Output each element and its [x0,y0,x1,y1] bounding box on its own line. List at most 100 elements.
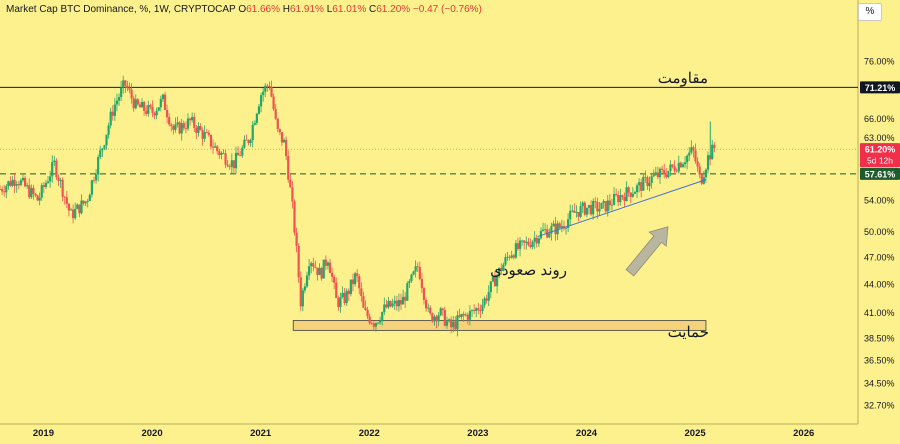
candle-down [291,187,294,202]
candle-down [224,153,227,165]
candle-up [303,286,307,291]
candle-up [518,240,522,249]
candle-down [17,184,20,186]
candle-up [525,241,528,243]
candle-up [610,204,614,206]
candle-up [552,223,555,227]
dashed-level-badge: 57.61% [865,169,896,179]
candle-up [191,116,194,121]
candle-up [427,307,430,309]
candle-down [13,179,16,186]
candle-down [443,309,446,326]
candle-up [103,145,106,149]
candle-down [216,146,219,152]
high-value: 61.91% [290,4,324,15]
candle-down [479,310,482,312]
candle-down [247,140,250,143]
candle-down [184,128,187,130]
candle-down [416,266,419,268]
high-label: H [282,4,291,15]
candle-up [161,94,165,100]
candle-down [32,187,35,194]
candle-up [495,275,499,287]
candle-down [151,106,154,113]
candle-down [132,98,135,109]
candle-up [383,304,386,313]
candle-up [147,105,150,114]
candle-up [259,95,263,107]
candle-up [550,226,553,234]
percent-scale-button[interactable]: % [858,3,882,21]
candle-up [257,106,261,114]
candle-up [80,200,83,214]
candle-up [19,180,22,186]
candle-down [182,123,185,129]
candle-up [115,100,119,105]
candle-down [673,166,676,171]
candle-down [295,232,298,246]
candle-down [207,132,210,135]
candle-up [460,313,463,318]
candle-up [544,229,547,231]
candle-up [406,283,409,301]
candle-down [136,99,139,105]
candle-up [669,164,672,172]
candle-up [7,181,10,187]
y-tick-label: 47.00% [864,252,895,262]
candle-down [399,300,403,305]
candle-down [358,276,361,289]
candle-up [5,186,8,193]
change-value: −0.47 (−0.76%) [412,4,482,15]
candle-up [470,310,474,311]
candle-up [635,185,639,193]
candle-down [239,155,242,157]
candle-up [642,176,645,191]
candle-up [379,320,382,323]
candle-down [523,240,526,243]
candle-down [368,316,371,324]
candle-down [0,189,4,192]
candle-down [34,193,37,196]
candle-down [558,223,561,228]
candle-up [560,226,563,228]
y-tick-label: 63.00% [864,133,895,143]
candle-down [287,156,290,180]
candle-down [623,196,626,202]
uptrend-label: روند صعودی [490,262,567,279]
candle-up [600,202,603,209]
close-label: C [369,4,377,15]
candle-up [654,172,657,175]
candle-down [627,187,630,193]
candle-down [422,288,426,300]
candle-down [621,195,624,197]
x-tick-label: 2022 [359,428,380,439]
candle-down [92,180,96,182]
candle-down [493,276,497,287]
candle-up [44,182,48,187]
candle-up [345,290,348,303]
candle-up [487,292,490,301]
candle-down [385,304,388,308]
candle-down [577,211,580,217]
candle-up [84,201,87,204]
candle-down [272,96,275,110]
candle-up [51,161,54,177]
dashed-level-badge-bg [860,167,900,180]
candle-down [500,267,503,271]
candle-down [466,314,469,320]
candle-up [349,279,352,295]
candle-down [589,205,593,215]
candle-up [658,168,662,178]
candle-down [312,263,315,267]
candle-up [120,87,123,98]
candle-up [176,122,179,125]
candle-up [402,296,405,305]
candle-down [280,132,284,143]
candle-down [640,182,643,191]
candle-down [347,290,350,295]
candle-down [594,201,597,203]
y-tick-label: 32.70% [864,400,895,410]
candle-down [656,172,660,178]
candle-down [266,85,269,87]
